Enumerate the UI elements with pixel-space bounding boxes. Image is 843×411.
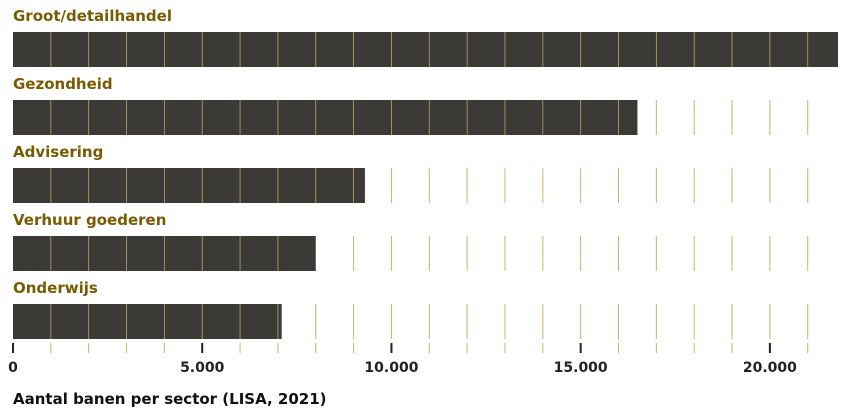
chart-caption: Aantal banen per sector (LISA, 2021) (13, 390, 327, 408)
bar-4 (13, 304, 282, 339)
x-axis: 0 5.000 10.000 15.000 20.000 (8, 343, 809, 376)
category-labels: Groot/detailhandel Gezondheid Advisering Ve… (13, 7, 172, 297)
bars (13, 32, 838, 339)
category-label-1: Gezondheid (13, 75, 113, 93)
grid-lines (315, 100, 809, 339)
tick-label-0: 0 (8, 360, 18, 376)
bar-2 (13, 168, 365, 203)
bar-1 (13, 100, 638, 135)
category-label-4: Onderwijs (13, 279, 98, 297)
category-label-3: Verhuur goederen (13, 211, 166, 229)
bar-0 (13, 32, 838, 67)
tick-label-2: 10.000 (364, 360, 418, 376)
tick-label-3: 15.000 (554, 360, 608, 376)
tick-label-1: 5.000 (180, 360, 225, 376)
tick-label-4: 20.000 (743, 360, 797, 376)
category-label-0: Groot/detailhandel (13, 7, 172, 25)
category-label-2: Advisering (13, 143, 103, 161)
